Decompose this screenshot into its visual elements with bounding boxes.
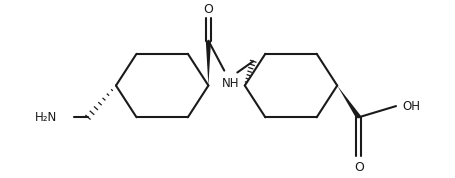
Polygon shape — [205, 41, 211, 86]
Text: H₂N: H₂N — [35, 111, 57, 124]
Text: O: O — [203, 2, 213, 15]
Text: NH: NH — [222, 77, 239, 90]
Text: OH: OH — [402, 100, 420, 112]
Polygon shape — [337, 86, 360, 119]
Text: O: O — [353, 161, 363, 174]
